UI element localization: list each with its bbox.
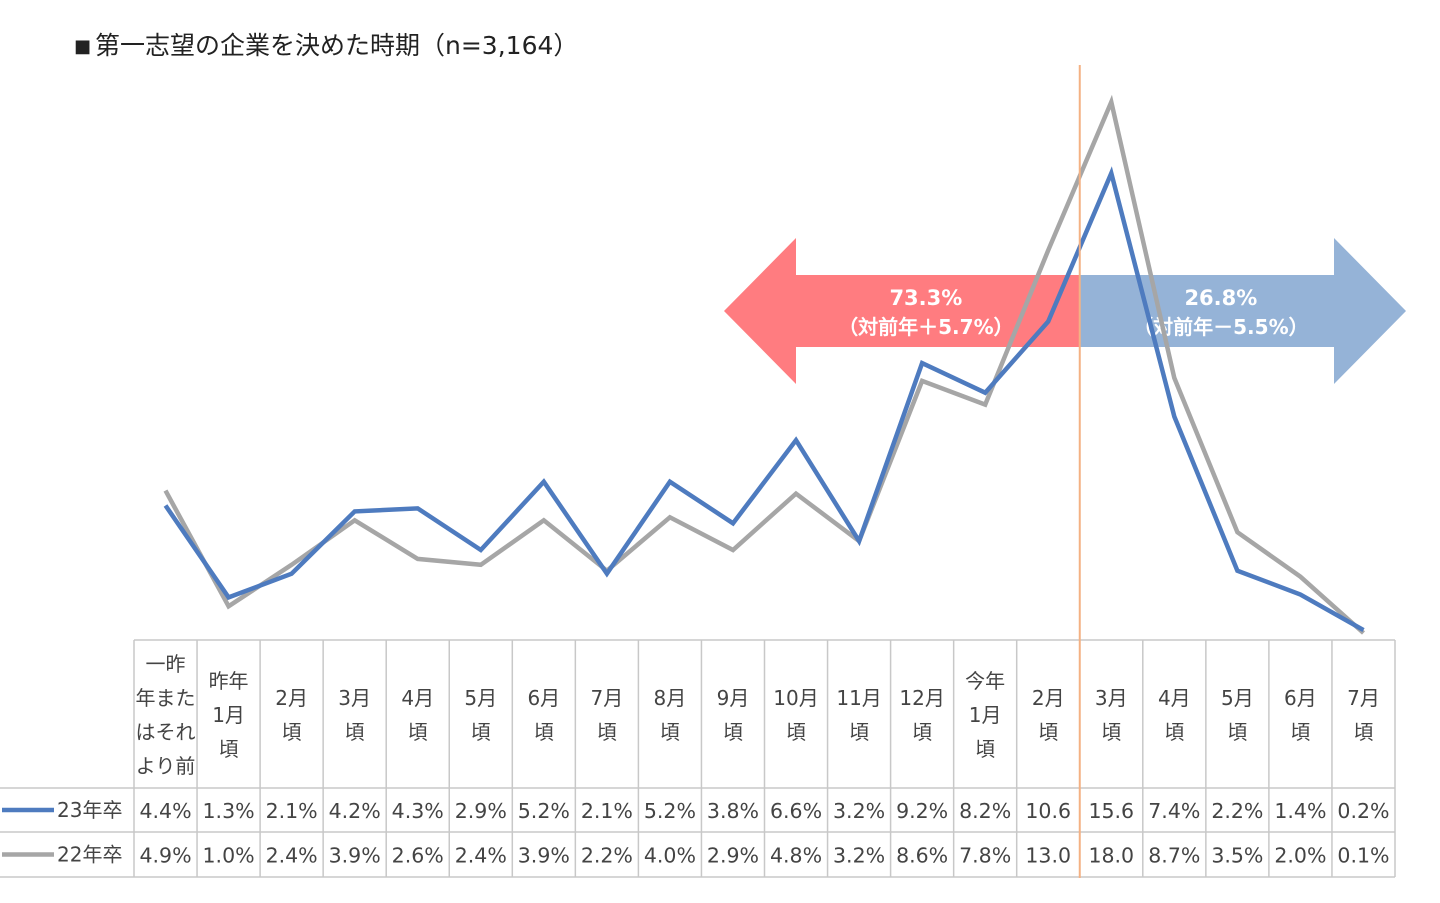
category-label: 6月 [1284,686,1317,710]
chart-title: ■ 第一志望の企業を決めた時期（n=3,164） [74,26,578,62]
data-label: 4.2% [329,799,381,823]
category-label: 11月 [836,686,881,710]
data-label: 10.6 [1025,799,1071,823]
data-label: 3.9% [329,844,381,868]
left-arrow-sub: （対前年＋5.7%） [838,315,1013,339]
category-label: 10月 [773,686,818,710]
data-label: 5.2% [518,799,570,823]
category-label: 4月 [1158,686,1191,710]
data-label: 8.2% [959,799,1011,823]
category-label: 頃 [786,720,806,744]
data-label: 13.0 [1025,844,1071,868]
category-label: 頃 [1164,720,1184,744]
category-label: 頃 [723,720,743,744]
category-label: 1月 [212,703,245,727]
category-label: 一昨 [146,652,186,676]
category-label: 5月 [464,686,497,710]
series-line-0 [163,166,1365,633]
series-line-1 [163,94,1365,635]
category-label: 頃 [1101,720,1121,744]
data-label: 2.1% [581,799,633,823]
category-label: 7月 [1347,686,1380,710]
data-label: 4.3% [392,799,444,823]
category-label: 頃 [1290,720,1310,744]
data-label: 2.9% [707,844,759,868]
category-label: 頃 [1038,720,1058,744]
category-label: 年また [136,686,196,710]
data-label: 4.9% [139,844,191,868]
data-label: 2.2% [581,844,633,868]
left-arrow [724,238,1080,384]
category-label: 6月 [527,686,560,710]
category-label: 2月 [1032,686,1065,710]
category-label: 頃 [282,720,302,744]
legend-label: 22年卒 [57,843,122,867]
data-label: 0.2% [1337,799,1389,823]
category-label: 頃 [534,720,554,744]
data-label: 5.2% [644,799,696,823]
data-label: 2.9% [455,799,507,823]
category-label: 頃 [975,737,995,761]
category-label: 8月 [654,686,687,710]
category-label: はそれ [136,720,196,744]
data-label: 2.4% [266,844,318,868]
category-label: 2月 [275,686,308,710]
data-label: 2.2% [1211,799,1263,823]
category-label: 3月 [338,686,371,710]
category-label: 4月 [401,686,434,710]
title-marker: ■ [74,36,92,57]
category-label: 頃 [660,720,680,744]
category-label: 昨年 [209,669,249,693]
category-label: 頃 [471,720,491,744]
category-label: 頃 [1353,720,1373,744]
data-label: 6.6% [770,799,822,823]
data-label: 9.2% [896,799,948,823]
data-label: 0.1% [1337,844,1389,868]
category-label: 5月 [1221,686,1254,710]
category-label: より前 [136,754,196,778]
category-label: 頃 [345,720,365,744]
data-label: 1.0% [203,844,255,868]
right-arrow [1079,238,1406,384]
plot-area: 73.3%（対前年＋5.7%）26.8%（対前年－5.5%） [163,94,1406,635]
data-label: 2.6% [392,844,444,868]
category-label: 1月 [969,703,1002,727]
data-label: 1.3% [203,799,255,823]
data-label: 2.0% [1274,844,1326,868]
data-label: 7.8% [959,844,1011,868]
category-label: 12月 [899,686,944,710]
data-label: 2.4% [455,844,507,868]
category-label: 今年 [965,669,1005,693]
data-label: 3.2% [833,844,885,868]
left-arrow-value: 73.3% [889,286,962,310]
category-label: 3月 [1095,686,1128,710]
data-label: 7.4% [1148,799,1200,823]
data-label: 18.0 [1088,844,1134,868]
category-label: 9月 [717,686,750,710]
legend-label: 23年卒 [57,798,122,822]
data-label: 3.9% [518,844,570,868]
data-label: 3.2% [833,799,885,823]
data-label: 8.7% [1148,844,1200,868]
category-label: 頃 [1227,720,1247,744]
category-label: 頃 [408,720,428,744]
data-label: 2.1% [266,799,318,823]
data-label: 15.6 [1088,799,1134,823]
data-label: 4.4% [139,799,191,823]
category-label: 7月 [591,686,624,710]
data-label: 1.4% [1274,799,1326,823]
data-label: 3.8% [707,799,759,823]
category-label: 頃 [912,720,932,744]
right-arrow-value: 26.8% [1184,286,1257,310]
chart-title-text: 第一志望の企業を決めた時期（n=3,164） [95,31,579,60]
data-label: 8.6% [896,844,948,868]
data-label: 3.5% [1211,844,1263,868]
data-label: 4.0% [644,844,696,868]
category-label: 頃 [849,720,869,744]
category-label: 頃 [219,737,239,761]
data-label: 4.8% [770,844,822,868]
category-label: 頃 [597,720,617,744]
